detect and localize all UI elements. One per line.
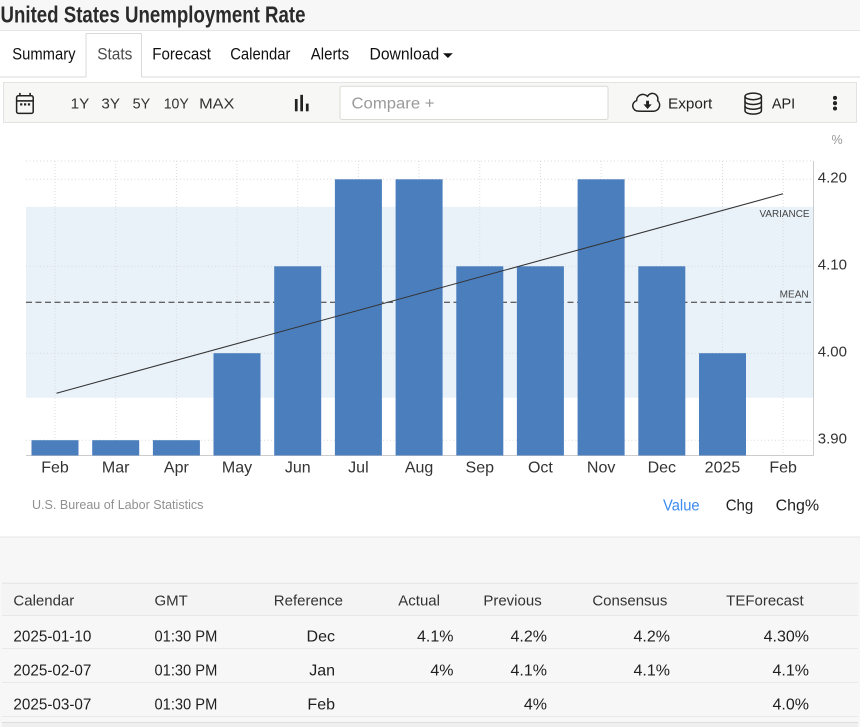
svg-text:TEForecast: TEForecast	[726, 592, 804, 609]
svg-text:U.S. Bureau of Labor Statistic: U.S. Bureau of Labor Statistics	[32, 497, 203, 512]
svg-text:5Y: 5Y	[133, 95, 151, 112]
svg-text:Chg%: Chg%	[776, 498, 820, 515]
svg-text:2025: 2025	[705, 459, 741, 476]
svg-text:Stats: Stats	[97, 46, 132, 64]
svg-text:Export: Export	[668, 96, 713, 113]
svg-text:2025-02-07: 2025-02-07	[13, 663, 91, 680]
svg-text:4.1%: 4.1%	[511, 663, 547, 680]
svg-text:4.00: 4.00	[818, 344, 847, 361]
svg-text:Value: Value	[663, 498, 700, 515]
svg-text:Apr: Apr	[164, 459, 190, 476]
svg-text:Chg: Chg	[726, 498, 754, 515]
svg-text:Previous: Previous	[483, 592, 541, 609]
svg-text:Jul: Jul	[348, 459, 368, 476]
svg-text:Dec: Dec	[648, 459, 676, 476]
svg-text:Feb: Feb	[41, 459, 69, 476]
svg-text:Calendar: Calendar	[13, 592, 74, 609]
svg-text:VARIANCE: VARIANCE	[760, 209, 810, 220]
svg-text:Alerts: Alerts	[311, 46, 349, 64]
svg-text:4.2%: 4.2%	[634, 629, 670, 646]
svg-text:Download: Download	[370, 46, 440, 64]
svg-text:4.2%: 4.2%	[511, 629, 547, 646]
svg-text:United States Unemployment Rat: United States Unemployment Rate	[1, 2, 306, 28]
svg-text:Oct: Oct	[528, 459, 553, 476]
svg-text:Sep: Sep	[466, 459, 495, 476]
svg-text:API: API	[772, 96, 795, 113]
svg-text:Jun: Jun	[285, 459, 311, 476]
svg-text:Feb: Feb	[769, 459, 797, 476]
svg-text:01:30 PM: 01:30 PM	[155, 697, 218, 714]
svg-text:MAX: MAX	[199, 95, 234, 112]
svg-text:Forecast: Forecast	[152, 46, 211, 64]
svg-text:May: May	[222, 459, 252, 476]
svg-text:4%: 4%	[430, 663, 453, 680]
svg-text:4.0%: 4.0%	[773, 697, 809, 714]
svg-text:01:30 PM: 01:30 PM	[155, 663, 218, 680]
svg-text:4.1%: 4.1%	[773, 663, 809, 680]
svg-text:4.10: 4.10	[818, 257, 847, 274]
svg-text:%: %	[832, 133, 843, 147]
svg-text:MEAN: MEAN	[780, 290, 809, 301]
svg-text:Consensus: Consensus	[592, 592, 667, 609]
svg-text:Jan: Jan	[309, 663, 335, 680]
svg-text:4.1%: 4.1%	[634, 663, 670, 680]
svg-text:Compare +: Compare +	[352, 96, 435, 113]
svg-text:4%: 4%	[524, 697, 547, 714]
svg-text:Calendar: Calendar	[230, 46, 291, 64]
svg-text:Aug: Aug	[405, 459, 433, 476]
svg-text:Nov: Nov	[587, 459, 615, 476]
svg-text:Dec: Dec	[307, 629, 335, 646]
svg-text:Reference: Reference	[274, 592, 343, 609]
svg-text:2025-01-10: 2025-01-10	[13, 629, 91, 646]
svg-text:4.20: 4.20	[818, 170, 847, 187]
svg-text:Summary: Summary	[12, 46, 76, 64]
svg-text:Feb: Feb	[307, 697, 335, 714]
svg-text:4.30%: 4.30%	[764, 629, 809, 646]
svg-text:Actual: Actual	[398, 592, 440, 609]
svg-text:2025-03-07: 2025-03-07	[13, 697, 91, 714]
svg-text:3Y: 3Y	[101, 95, 120, 112]
svg-text:3.90: 3.90	[818, 431, 847, 448]
svg-text:1Y: 1Y	[71, 95, 90, 112]
svg-text:Mar: Mar	[102, 459, 130, 476]
svg-text:GMT: GMT	[155, 592, 188, 609]
svg-text:10Y: 10Y	[164, 95, 189, 112]
svg-text:4.1%: 4.1%	[417, 629, 453, 646]
svg-text:01:30 PM: 01:30 PM	[155, 629, 218, 646]
